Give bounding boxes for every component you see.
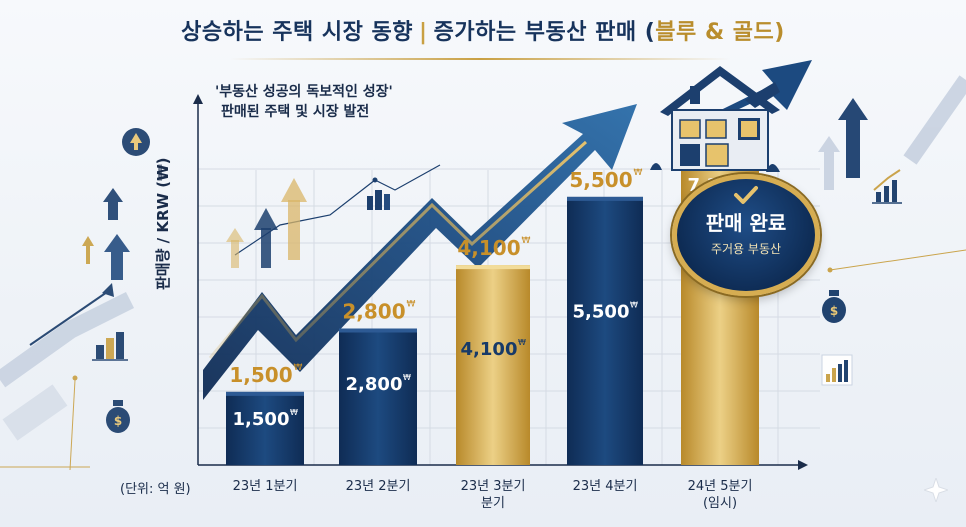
bar-inner-label: 2,800 xyxy=(346,374,403,395)
growth-chart-icon xyxy=(821,354,853,386)
x-tick-label: 23년 1분기 xyxy=(215,478,315,495)
building-icon xyxy=(92,332,128,361)
up-arrow-icon xyxy=(226,228,244,268)
bar xyxy=(226,391,304,465)
x-tick-line1: 23년 2분기 xyxy=(345,479,411,494)
x-tick-line2: (임시) xyxy=(702,496,738,511)
money-bag-icon: $ xyxy=(106,400,130,433)
x-tick-label: 23년 2분기 xyxy=(328,478,428,495)
title-right-tail: & 골드) xyxy=(696,20,785,45)
currency-mark: ₩ xyxy=(403,373,411,382)
up-arrow-icon xyxy=(82,236,94,264)
currency-mark: ₩ xyxy=(518,338,526,347)
x-tick-line1: 23년 1분기 xyxy=(232,479,298,494)
up-arrow-icon xyxy=(104,234,130,280)
chart-title: 상승하는 주택 시장 동향 | 증가하는 부동산 판매 (블루 & 골드) xyxy=(0,14,966,46)
title-separator: | xyxy=(419,20,428,45)
up-arrow-icon xyxy=(818,136,840,190)
currency-mark: ₩ xyxy=(634,168,643,178)
y-axis-label: 판매량 / KRW (₩) xyxy=(154,157,172,290)
sold-badge: 판매 완료 주거용 부동산 xyxy=(672,174,820,296)
data-label: 1,500 xyxy=(229,363,292,387)
bar-inner-label: 1,500 xyxy=(233,409,290,430)
money-bag-icon: $ xyxy=(822,290,846,323)
data-label: 4,100 xyxy=(457,236,520,260)
currency-mark: ₩ xyxy=(290,408,298,417)
currency-mark: ₩ xyxy=(522,236,531,246)
unit-label: (단위: 억 원) xyxy=(120,482,191,497)
title-right: 증가하는 부동산 판매 ( xyxy=(433,20,656,45)
subtitle-line-1: '부동산 성공의 독보적인 성장' xyxy=(215,84,393,100)
badge-sub-text: 주거용 부동산 xyxy=(710,242,782,256)
bar xyxy=(456,265,530,465)
building-icon xyxy=(367,190,390,210)
title-divider xyxy=(230,58,730,60)
up-arrow-icon xyxy=(254,208,278,268)
up-arrow-icon xyxy=(103,188,123,220)
x-tick-label: 23년 4분기 xyxy=(555,478,655,495)
bar-cap xyxy=(456,265,530,270)
circle-up-arrow-icon xyxy=(122,128,150,156)
x-tick-line1: 24년 5분기 xyxy=(687,479,753,494)
bar-cap xyxy=(226,391,304,396)
currency-mark: ₩ xyxy=(630,301,638,310)
decor-left: $ xyxy=(0,128,150,471)
currency-mark: ₩ xyxy=(294,363,303,373)
sparkle-icon xyxy=(924,478,948,502)
currency-mark: ₩ xyxy=(407,300,416,310)
subtitle-line-2: 판매된 주택 및 시장 발전 xyxy=(221,104,370,120)
title-right-gold: 블루 xyxy=(655,20,697,45)
svg-text:$: $ xyxy=(114,414,122,428)
chart-subtitle: '부동산 성공의 독보적인 성장' 판매된 주택 및 시장 발전 xyxy=(215,82,393,122)
bar-inner-label: 5,500 xyxy=(573,302,630,323)
up-arrow-icon xyxy=(838,98,868,178)
bar-cap xyxy=(567,196,643,201)
up-arrow-icon xyxy=(281,178,307,260)
x-tick-line1: 23년 3분기 xyxy=(460,479,526,494)
title-left: 상승하는 주택 시장 동향 xyxy=(181,20,414,45)
bar-cap xyxy=(339,328,417,333)
growth-chart-icon xyxy=(872,169,902,204)
x-tick-label: 24년 5분기 (임시) xyxy=(670,478,770,512)
bar xyxy=(567,196,643,465)
x-axis-arrow-icon xyxy=(798,460,808,470)
decor-right: $ xyxy=(818,75,966,386)
svg-text:$: $ xyxy=(830,304,838,318)
checkmark-icon xyxy=(734,186,758,204)
y-axis-arrow-icon xyxy=(193,94,203,104)
house-icon xyxy=(650,66,780,172)
bar xyxy=(339,328,417,465)
x-tick-line1: 23년 4분기 xyxy=(572,479,638,494)
badge-main-text: 판매 완료 xyxy=(705,211,787,235)
x-tick-label: 23년 3분기 분기 xyxy=(443,478,543,512)
bar-inner-label: 4,100 xyxy=(461,339,518,360)
data-label: 5,500 xyxy=(569,168,632,192)
data-label: 2,800 xyxy=(342,300,405,324)
x-tick-line2: 분기 xyxy=(481,496,505,511)
